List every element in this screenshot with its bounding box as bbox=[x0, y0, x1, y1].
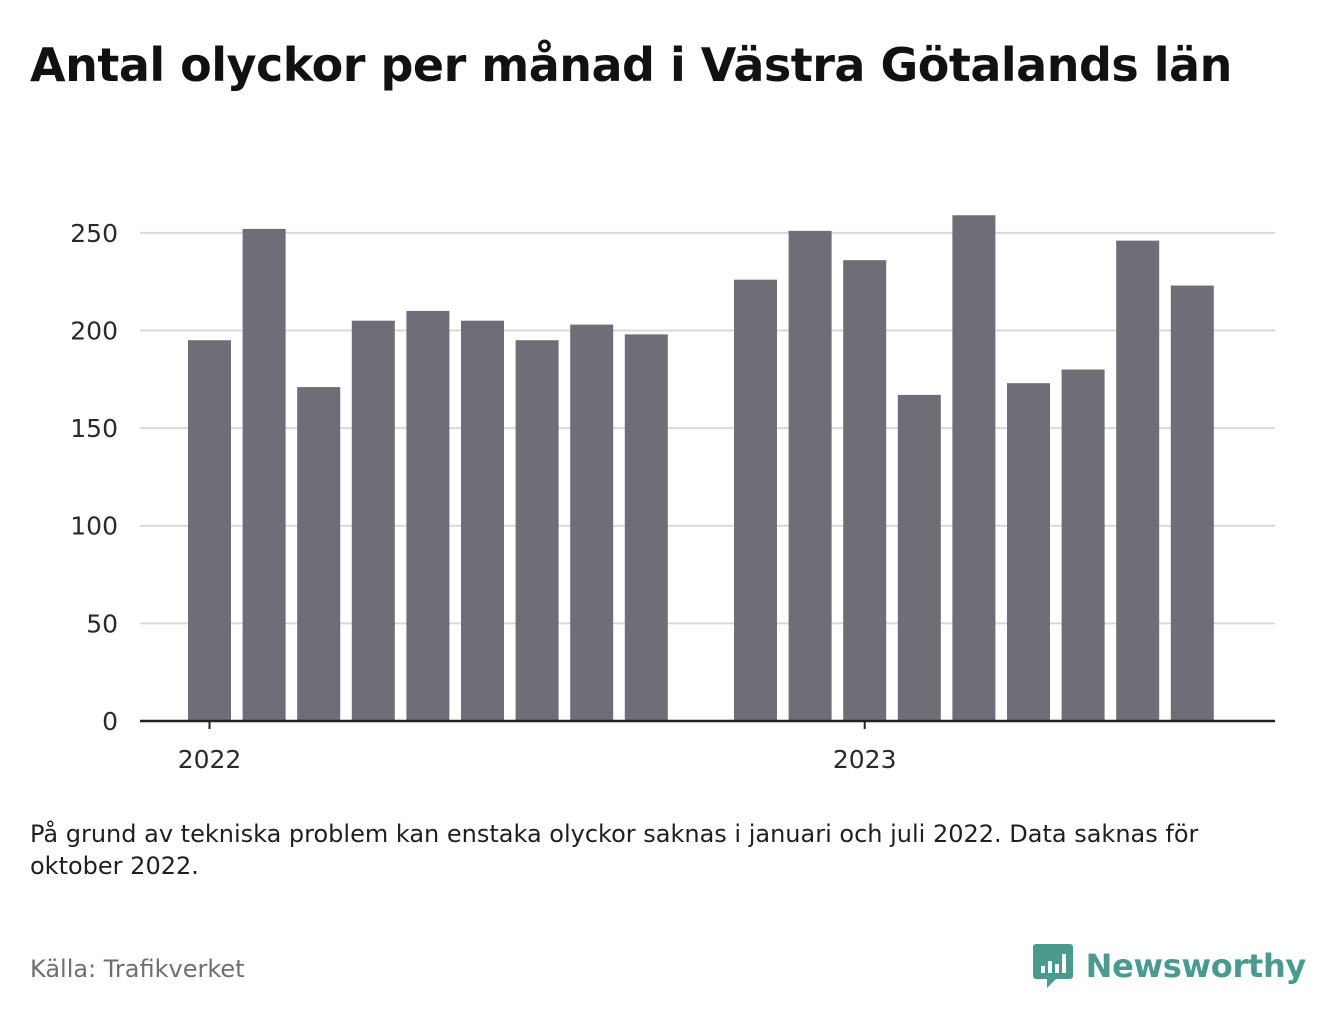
bar-2022-08 bbox=[570, 324, 614, 721]
source-label: Källa: Trafikverket bbox=[30, 955, 245, 983]
y-tick-label: 50 bbox=[86, 609, 118, 638]
brand-name: Newsworthy bbox=[1085, 947, 1307, 985]
bar-chart: 0 50 100 150 200 250 2022 2023 bbox=[70, 215, 1275, 774]
x-tick-label: 2022 bbox=[178, 745, 242, 774]
axes: 0 50 100 150 200 250 2022 2023 bbox=[70, 219, 1275, 774]
bar-2023-02 bbox=[897, 394, 941, 721]
bars bbox=[188, 215, 1214, 721]
bar-2022-06 bbox=[461, 320, 504, 721]
bar-2022-03 bbox=[297, 387, 341, 721]
y-tick-label: 150 bbox=[70, 414, 118, 443]
bar-2022-09 bbox=[624, 334, 668, 721]
bar-2022-02 bbox=[242, 228, 286, 721]
footnote: På grund av tekniska problem kan enstaka… bbox=[30, 820, 1199, 880]
bar-2023-06 bbox=[1116, 240, 1160, 721]
bar-2022-01 bbox=[188, 340, 231, 721]
y-tick-label: 0 bbox=[102, 707, 118, 736]
bar-2023-04 bbox=[1007, 383, 1050, 721]
bar-2022-11 bbox=[734, 279, 777, 721]
bar-2023-05 bbox=[1061, 369, 1105, 721]
bar-2023-03 bbox=[952, 215, 996, 721]
bar-2022-05 bbox=[406, 310, 450, 721]
bar-2022-07 bbox=[515, 340, 559, 721]
brand-logo[interactable]: Newsworthy bbox=[1032, 942, 1306, 990]
bar-2022-12 bbox=[788, 230, 832, 721]
y-tick-label: 100 bbox=[70, 512, 118, 541]
y-tick-label: 200 bbox=[70, 316, 118, 345]
bar-2023-01 bbox=[843, 260, 887, 721]
chart-title: Antal olyckor per månad i Västra Götalan… bbox=[30, 38, 1232, 92]
x-tick-label: 2023 bbox=[833, 745, 897, 774]
bar-2022-04 bbox=[351, 320, 395, 721]
bar-2023-07 bbox=[1170, 285, 1214, 721]
newsworthy-logo-icon bbox=[1032, 944, 1073, 988]
y-tick-label: 250 bbox=[70, 219, 118, 248]
